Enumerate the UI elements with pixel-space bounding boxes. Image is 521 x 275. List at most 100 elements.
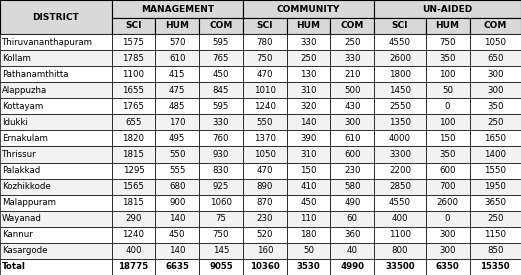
Bar [287,66,330,82]
Bar [0,259,111,275]
Bar [155,66,199,82]
Bar [199,66,243,82]
Text: 180: 180 [300,230,317,239]
Bar [469,82,521,98]
Bar [243,98,287,114]
Bar [0,147,111,163]
Text: 18775: 18775 [118,262,148,271]
Bar [426,178,469,195]
Bar [155,178,199,195]
Bar [0,50,111,66]
Bar [287,195,330,211]
Bar [111,243,155,259]
Bar [426,82,469,98]
Text: 3650: 3650 [484,198,506,207]
Text: 1295: 1295 [122,166,144,175]
Bar [199,114,243,130]
Text: SCI: SCI [392,21,408,31]
Text: 60: 60 [347,214,358,223]
Bar [0,195,111,211]
Text: 330: 330 [300,37,317,46]
Bar [287,259,330,275]
Text: 0: 0 [445,214,450,223]
Bar [426,66,469,82]
Text: 800: 800 [392,246,408,255]
Text: Idukki: Idukki [2,118,28,127]
Text: 15350: 15350 [480,262,510,271]
Text: 350: 350 [439,54,456,63]
Text: 845: 845 [213,86,229,95]
Bar [426,243,469,259]
Text: Thrissur: Thrissur [2,150,36,159]
Bar [374,114,426,130]
Bar [111,34,155,50]
Bar [374,82,426,98]
Text: 495: 495 [169,134,185,143]
Bar [155,34,199,50]
Bar [0,243,111,259]
Text: 3530: 3530 [296,262,320,271]
Text: 360: 360 [344,230,361,239]
Bar [199,147,243,163]
Bar [0,227,111,243]
Bar [155,195,199,211]
Text: 1820: 1820 [122,134,144,143]
Bar [374,34,426,50]
Text: MANAGEMENT: MANAGEMENT [141,4,214,13]
Bar [330,259,374,275]
Text: 1815: 1815 [122,198,144,207]
Bar [243,114,287,130]
Text: 930: 930 [213,150,229,159]
Text: 330: 330 [213,118,229,127]
Text: 110: 110 [300,214,317,223]
Bar [330,98,374,114]
Text: 520: 520 [256,230,273,239]
Bar [287,114,330,130]
Bar [469,195,521,211]
Bar [199,243,243,259]
Text: 450: 450 [300,198,317,207]
Text: 400: 400 [125,246,142,255]
Text: 1150: 1150 [484,230,506,239]
Bar [111,211,155,227]
Bar [469,211,521,227]
Bar [426,163,469,178]
Text: 300: 300 [439,230,456,239]
Text: 1240: 1240 [122,230,144,239]
Text: 10360: 10360 [250,262,280,271]
Bar [155,211,199,227]
Text: 100: 100 [439,118,456,127]
Text: 1100: 1100 [122,70,144,79]
Bar [469,130,521,147]
Text: 2600: 2600 [389,54,411,63]
Text: 830: 830 [213,166,229,175]
Text: 250: 250 [487,214,503,223]
Text: 6350: 6350 [436,262,460,271]
Bar [469,66,521,82]
Text: SCI: SCI [125,21,142,31]
Text: 250: 250 [344,37,361,46]
Text: 750: 750 [213,230,229,239]
Text: 1815: 1815 [122,150,144,159]
Text: 595: 595 [213,37,229,46]
Bar [374,163,426,178]
Text: 475: 475 [169,86,185,95]
Text: 580: 580 [344,182,361,191]
Bar [330,227,374,243]
Bar [287,18,330,34]
Bar [287,178,330,195]
Text: COM: COM [341,21,364,31]
Bar [243,211,287,227]
Text: 160: 160 [256,246,273,255]
Bar [111,227,155,243]
Text: Ernakulam: Ernakulam [2,134,48,143]
Bar [287,98,330,114]
Text: 290: 290 [125,214,142,223]
Text: 570: 570 [169,37,185,46]
Bar [287,50,330,66]
Bar [469,18,521,34]
Text: 230: 230 [256,214,273,223]
Bar [155,18,199,34]
Bar [374,18,426,34]
Text: UN-AIDED: UN-AIDED [423,4,473,13]
